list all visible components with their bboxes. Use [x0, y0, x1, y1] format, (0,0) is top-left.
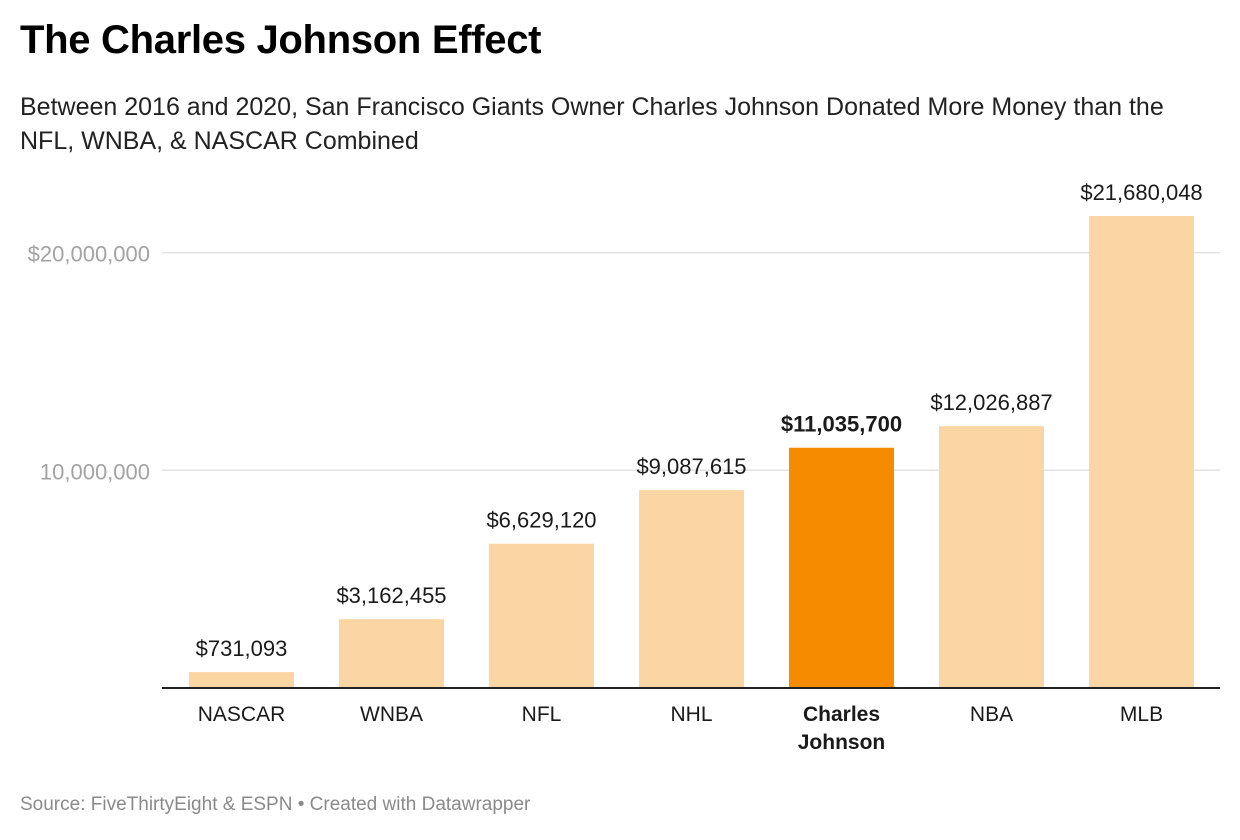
data-label: $6,629,120	[486, 508, 596, 533]
chart-footer: Source: FiveThirtyEight & ESPN • Created…	[20, 794, 530, 816]
bar	[789, 447, 894, 688]
x-tick-label: MLB	[1120, 703, 1163, 726]
x-tick-label: Charles Johnson	[798, 703, 886, 754]
bar	[489, 543, 594, 688]
bar	[189, 672, 294, 688]
data-label: $12,026,887	[930, 390, 1052, 415]
source-label: Source:	[20, 794, 86, 815]
x-tick-label: NBA	[970, 703, 1013, 726]
chart-subtitle: Between 2016 and 2020, San Francisco Gia…	[20, 93, 1164, 155]
data-label: $9,087,615	[636, 454, 746, 479]
x-tick-label: WNBA	[360, 703, 423, 726]
bar-chart: 10,000,000 $20,000,000 $731,093 NASCAR $3,16…	[28, 180, 1220, 754]
x-tick-label: NASCAR	[198, 703, 286, 726]
x-tick-label: NHL	[670, 703, 712, 726]
data-label: $21,680,048	[1080, 180, 1202, 205]
footer-separator: •	[297, 794, 305, 815]
data-label: $731,093	[196, 636, 288, 661]
source-text: FiveThirtyEight & ESPN	[90, 794, 293, 815]
data-label: $3,162,455	[336, 583, 446, 608]
x-tick-label: NFL	[522, 703, 562, 726]
chart-title: The Charles Johnson Effect	[20, 18, 542, 62]
y-tick-label: $20,000,000	[28, 242, 150, 267]
bar	[339, 619, 444, 688]
bar	[939, 426, 1044, 688]
bar	[1089, 216, 1194, 688]
y-tick-label: 10,000,000	[40, 459, 150, 484]
data-label: $11,035,700	[781, 412, 902, 437]
credit-text: Created with Datawrapper	[309, 794, 531, 815]
bar	[639, 490, 744, 688]
